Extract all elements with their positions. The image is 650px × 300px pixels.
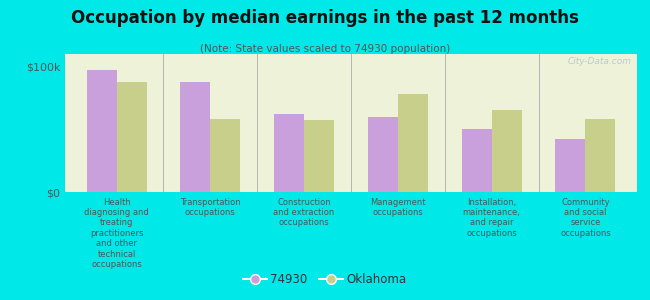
Text: City-Data.com: City-Data.com: [567, 57, 631, 66]
Legend: 74930, Oklahoma: 74930, Oklahoma: [239, 269, 411, 291]
Text: Occupation by median earnings in the past 12 months: Occupation by median earnings in the pas…: [71, 9, 579, 27]
Bar: [555, 139, 586, 192]
Bar: [398, 94, 428, 192]
Bar: [304, 121, 334, 192]
Bar: [491, 110, 522, 192]
Bar: [211, 119, 240, 192]
Bar: [462, 129, 491, 192]
Bar: [274, 114, 304, 192]
Bar: [180, 82, 211, 192]
Bar: [586, 119, 616, 192]
Bar: [116, 82, 147, 192]
Bar: [86, 70, 116, 192]
Text: (Note: State values scaled to 74930 population): (Note: State values scaled to 74930 popu…: [200, 44, 450, 53]
Bar: [368, 117, 398, 192]
